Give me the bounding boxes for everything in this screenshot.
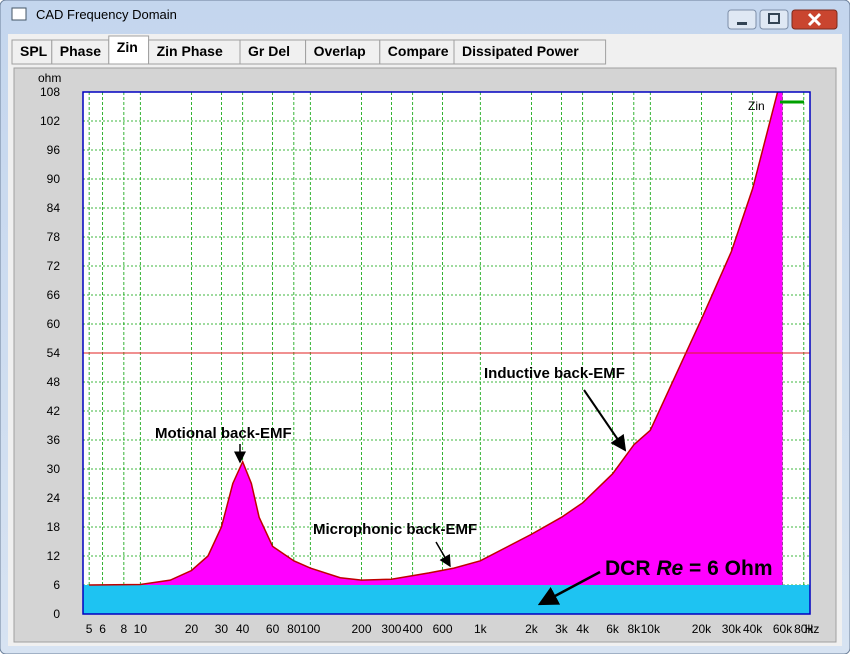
tab[interactable] [51, 39, 110, 65]
tab-bar: SPL Phase Zin Zin Phase Gr Del Overlap Compare… [11, 35, 607, 65]
tab-label: Overlap [314, 43, 366, 59]
x-tick-label: 80k [794, 622, 814, 636]
impedance-area [89, 92, 783, 585]
y-tick-label: 30 [47, 462, 61, 476]
annotation: DCR Re = 6 Ohm [605, 557, 773, 580]
minimize-button[interactable] [727, 9, 757, 30]
plot-border [82, 91, 811, 615]
annotation: Inductive back-EMF [484, 365, 625, 382]
x-axis-label: Hz [805, 622, 820, 636]
tab[interactable] [148, 39, 241, 65]
tab-label: Compare [388, 43, 449, 59]
tab-label: Zin Phase [157, 43, 223, 59]
annotation: Motional back-EMF [155, 425, 292, 442]
tab[interactable] [11, 39, 53, 65]
tab-label: Phase [60, 43, 101, 59]
x-tick-label: 80 [287, 622, 301, 636]
y-tick-label: 36 [47, 433, 61, 447]
annotation-part: Re [656, 557, 683, 580]
tab[interactable] [453, 39, 607, 65]
legend-label: Zin [748, 99, 765, 113]
x-tick-label: 30 [215, 622, 229, 636]
impedance-line [89, 92, 779, 586]
close-icon [807, 12, 822, 27]
annotation-arrow [435, 541, 451, 568]
y-tick-label: 12 [47, 549, 61, 563]
annotation-part: DCR [605, 557, 651, 580]
maximize-icon [768, 13, 780, 24]
plot [83, 92, 810, 614]
x-tick-label: 8 [121, 622, 128, 636]
y-tick-label: 102 [40, 114, 60, 128]
window-buttons [727, 9, 838, 30]
y-tick-label: 90 [47, 172, 61, 186]
minimize-icon [737, 22, 747, 25]
y-axis-label: ohm [38, 71, 61, 85]
annotation: Microphonic back-EMF [313, 521, 477, 538]
x-tick-label: 20 [185, 622, 199, 636]
x-tick-label: 8k [627, 622, 641, 636]
y-tick-label: 108 [40, 85, 60, 99]
maximize-button[interactable] [759, 9, 789, 30]
tab[interactable] [239, 39, 307, 65]
x-tick-label: 6k [606, 622, 620, 636]
tab[interactable] [108, 35, 150, 65]
y-tick-label: 72 [47, 259, 61, 273]
dcr-band [83, 585, 810, 614]
x-tick-label: 100 [300, 622, 320, 636]
window-title: CAD Frequency Domain [36, 7, 177, 22]
x-tick-label: 600 [433, 622, 453, 636]
y-tick-label: 96 [47, 143, 61, 157]
x-tick-label: 3k [555, 622, 569, 636]
x-tick-label: 20k [692, 622, 712, 636]
x-tick-label: 1k [474, 622, 488, 636]
y-tick-label: 66 [47, 288, 61, 302]
x-tick-label: 300 [381, 622, 401, 636]
x-tick-label: 5 [86, 622, 93, 636]
y-tick-label: 0 [53, 607, 60, 621]
tab-label: Dissipated Power [462, 43, 579, 59]
y-tick-label: 6 [53, 578, 60, 592]
x-tick-label: 10k [641, 622, 661, 636]
x-tick-label: 4k [576, 622, 590, 636]
x-tick-label: 40k [743, 622, 763, 636]
tab-label: Gr Del [248, 43, 290, 59]
annotation-arrow [583, 389, 627, 452]
annotation-part: = 6 Ohm [689, 557, 772, 580]
y-tick-label: 60 [47, 317, 61, 331]
x-tick-label: 6 [99, 622, 106, 636]
y-tick-label: 18 [47, 520, 61, 534]
app-icon [11, 7, 27, 21]
x-tick-label: 10 [134, 622, 148, 636]
x-tick-label: 60 [266, 622, 280, 636]
y-tick-label: 54 [47, 346, 61, 360]
y-tick-label: 78 [47, 230, 61, 244]
x-tick-label: 2k [525, 622, 539, 636]
y-tick-label: 84 [47, 201, 61, 215]
x-tick-label: 200 [351, 622, 371, 636]
x-tick-label: 60k [773, 622, 793, 636]
annotation-arrow [537, 570, 601, 606]
tab-label: Zin [117, 39, 138, 55]
y-tick-label: 24 [47, 491, 61, 505]
x-tick-label: 30k [722, 622, 742, 636]
y-tick-label: 42 [47, 404, 61, 418]
x-tick-label: 400 [403, 622, 423, 636]
x-tick-label: 40 [236, 622, 250, 636]
tab-label: SPL [20, 43, 48, 59]
y-tick-label: 48 [47, 375, 61, 389]
